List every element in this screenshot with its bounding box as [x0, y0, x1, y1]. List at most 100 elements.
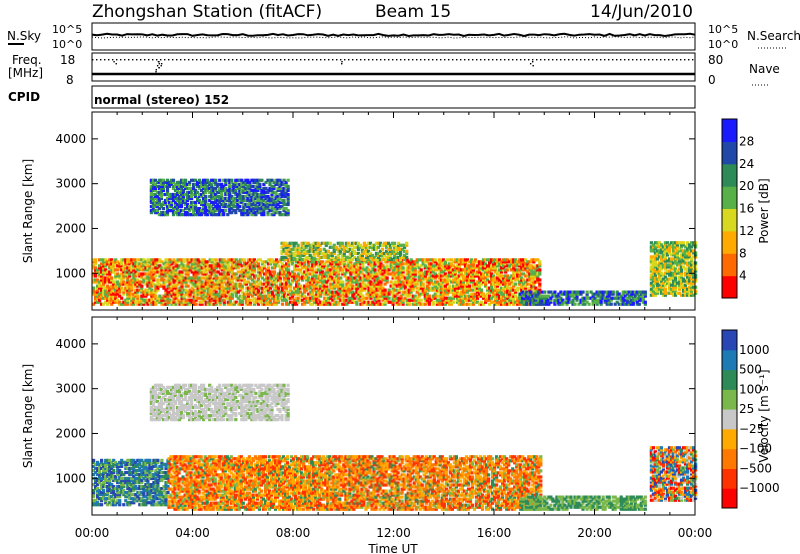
- echo-cell: [262, 188, 266, 192]
- nave-dot: [388, 59, 390, 61]
- echo-cell: [148, 292, 152, 296]
- echo-cell: [150, 274, 154, 278]
- echo-cell: [285, 298, 289, 302]
- echo-cell: [112, 296, 116, 300]
- echo-cell: [496, 280, 500, 284]
- echo-cell: [122, 276, 126, 280]
- echo-cell: [94, 296, 98, 300]
- echo-cell: [528, 260, 532, 264]
- echo-cell: [335, 280, 339, 284]
- echo-cell: [190, 264, 194, 268]
- echo-cell: [152, 302, 156, 306]
- echo-cell: [321, 280, 325, 284]
- echo-cell: [236, 207, 240, 211]
- echo-cell: [260, 266, 264, 270]
- echo-cell: [423, 298, 427, 302]
- echo-cell: [358, 255, 362, 259]
- echo-cell: [210, 298, 214, 302]
- echo-cell: [393, 262, 397, 266]
- echo-cell: [498, 288, 502, 292]
- echo-cell: [285, 286, 289, 290]
- echo-cell: [146, 264, 150, 268]
- echo-cell: [274, 211, 278, 215]
- echo-cell: [276, 188, 280, 192]
- echo-cell: [262, 202, 266, 207]
- echo-cell: [323, 274, 327, 278]
- echo-cell: [395, 264, 399, 268]
- echo-cell: [256, 207, 260, 211]
- echo-cell: [286, 245, 290, 249]
- echo-cell: [498, 282, 502, 286]
- echo-cell: [256, 198, 260, 203]
- echo-cell: [198, 198, 202, 203]
- echo-cell: [142, 272, 146, 276]
- echo-cell: [200, 260, 204, 264]
- echo-cell: [373, 270, 377, 274]
- echo-cell: [242, 194, 246, 199]
- echo-cell: [297, 260, 301, 264]
- echo-cell: [421, 288, 425, 292]
- echo-cell: [429, 286, 433, 290]
- echo-cell: [184, 200, 188, 205]
- echo-cell: [220, 298, 224, 302]
- echo-cell: [206, 260, 210, 264]
- echo-cell: [413, 262, 417, 266]
- echo-cell: [218, 196, 222, 201]
- echo-cell: [276, 290, 281, 294]
- echo-cell: [397, 282, 401, 286]
- echo-cell: [234, 178, 238, 182]
- echo-cell: [256, 262, 260, 266]
- echo-cell: [345, 302, 349, 306]
- echo-cell: [443, 296, 447, 300]
- echo-cell: [299, 290, 303, 294]
- echo-cell: [262, 296, 267, 300]
- echo-cell: [116, 268, 120, 272]
- echo-cell: [327, 300, 331, 304]
- echo-cell: [399, 296, 403, 300]
- echo-cell: [532, 276, 536, 280]
- echo-cell: [220, 188, 224, 192]
- echo-cell: [328, 245, 332, 249]
- echo-cell: [518, 282, 522, 286]
- echo-cell: [218, 213, 222, 217]
- echo-cell: [148, 260, 152, 264]
- echo-cell: [252, 264, 256, 268]
- echo-cell: [331, 260, 335, 264]
- echo-cell: [202, 288, 206, 292]
- echo-cell: [242, 292, 246, 296]
- echo-cell: [173, 202, 178, 207]
- echo-cell: [175, 196, 180, 201]
- echo-cell: [202, 196, 206, 201]
- echo-cell: [104, 268, 108, 272]
- echo-cell: [163, 192, 168, 197]
- echo-cell: [335, 262, 339, 266]
- echo-cell: [270, 266, 275, 270]
- echo-cell: [206, 296, 210, 300]
- echo-cell: [204, 194, 208, 199]
- echo-cell: [350, 251, 354, 255]
- echo-cell: [389, 245, 393, 249]
- echo-cell: [301, 272, 305, 276]
- echo-cell: [152, 300, 156, 304]
- echo-cell: [409, 260, 413, 264]
- echo-cell: [192, 302, 196, 306]
- echo-cell: [299, 262, 303, 266]
- echo-cell: [208, 276, 212, 280]
- echo-cell: [154, 288, 158, 292]
- nave-dot: [341, 63, 343, 65]
- echo-cell: [486, 286, 490, 290]
- echo-cell: [224, 286, 228, 290]
- echo-cell: [180, 266, 184, 270]
- echo-cell: [224, 205, 228, 209]
- echo-cell: [361, 272, 365, 276]
- echo-cell: [286, 202, 290, 207]
- echo-cell: [272, 198, 276, 203]
- echo-cell: [280, 270, 285, 274]
- echo-cell: [516, 268, 520, 272]
- echo-cell: [206, 286, 210, 290]
- echo-cell: [100, 280, 104, 284]
- echo-cell: [341, 284, 345, 288]
- echo-cell: [179, 213, 184, 217]
- echo-cell: [240, 258, 244, 262]
